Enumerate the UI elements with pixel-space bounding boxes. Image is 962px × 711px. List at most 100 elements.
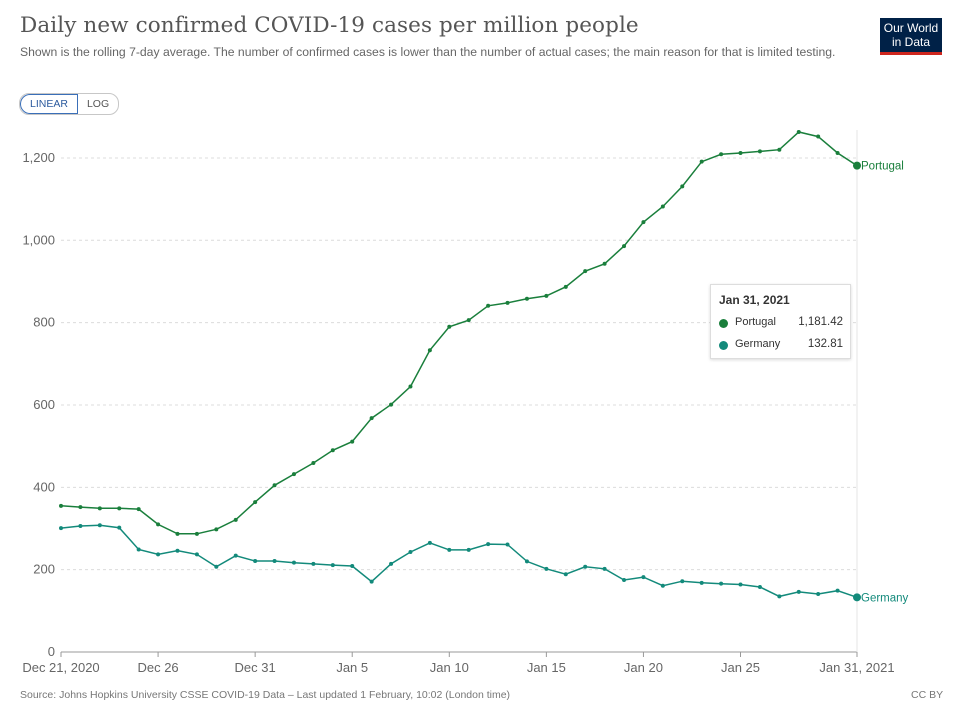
- data-point-germany: [311, 561, 316, 566]
- data-point-portugal: [524, 296, 529, 301]
- y-tick-label: 0: [48, 644, 55, 659]
- data-point-germany: [447, 547, 452, 552]
- series-label-germany: Germany: [861, 592, 909, 604]
- data-point-portugal: [544, 293, 549, 298]
- data-point-portugal: [757, 149, 762, 154]
- tooltip-row-germany: Germany 132.81: [719, 338, 843, 354]
- license-link[interactable]: CC BY: [911, 689, 944, 701]
- data-point-portugal: [505, 300, 510, 305]
- y-tick-label: 200: [33, 562, 55, 577]
- data-point-portugal: [117, 506, 122, 511]
- data-point-germany: [330, 563, 335, 568]
- series-line-portugal: [60, 131, 858, 535]
- x-tick-label: Jan 20: [624, 660, 663, 675]
- data-point-germany: [59, 526, 63, 531]
- data-point-germany: [796, 589, 801, 594]
- data-point-germany: [680, 579, 685, 584]
- data-point-portugal: [583, 269, 588, 274]
- data-point-germany: [175, 548, 180, 553]
- data-point-portugal: [447, 324, 452, 329]
- data-point-portugal: [835, 151, 840, 156]
- data-point-portugal: [796, 130, 801, 135]
- tooltip-name-portugal: Portugal: [735, 316, 776, 328]
- tooltip-value-germany: 132.81: [807, 338, 843, 350]
- data-point-germany: [544, 566, 549, 571]
- data-point-portugal: [427, 348, 432, 353]
- data-point-germany: [486, 542, 491, 547]
- data-point-germany: [622, 577, 627, 582]
- data-point-germany: [660, 583, 665, 588]
- data-point-germany: [350, 563, 355, 568]
- data-point-portugal: [59, 503, 63, 508]
- data-point-germany: [777, 594, 782, 599]
- data-point-portugal: [214, 527, 219, 532]
- data-point-portugal: [660, 204, 665, 209]
- data-point-portugal: [602, 261, 607, 266]
- x-tick-label: Jan 10: [430, 660, 469, 675]
- tooltip-value-portugal: 1,181.42: [798, 316, 843, 328]
- data-point-germany: [505, 542, 510, 547]
- data-point-germany: [389, 561, 394, 566]
- x-tick-label: Jan 25: [721, 660, 760, 675]
- y-tick-label: 1,000: [22, 232, 55, 247]
- data-point-germany: [369, 579, 374, 584]
- x-tick-label: Jan 31, 2021: [819, 660, 894, 675]
- x-tick-label: Dec 26: [137, 660, 178, 675]
- x-tick-label: Jan 15: [527, 660, 566, 675]
- data-point-portugal: [466, 318, 471, 323]
- data-point-portugal: [156, 522, 161, 527]
- data-point-germany: [117, 525, 122, 530]
- data-point-portugal: [680, 184, 685, 189]
- data-point-portugal: [350, 439, 355, 444]
- x-tick-label: Dec 21, 2020: [22, 660, 99, 675]
- data-point-portugal: [311, 461, 316, 466]
- hover-tooltip: Jan 31, 2021 Portugal 1,181.42 Germany 1…: [710, 284, 851, 359]
- chart-subtitle: Shown is the rolling 7-day average. The …: [20, 45, 836, 59]
- data-point-portugal: [563, 284, 568, 289]
- data-point-germany: [78, 524, 83, 529]
- data-point-portugal: [330, 448, 335, 453]
- data-point-germany: [97, 523, 102, 528]
- data-point-germany: [853, 593, 861, 602]
- owid-logo[interactable]: Our World in Data: [880, 18, 942, 55]
- data-point-germany: [583, 564, 588, 569]
- data-point-portugal: [78, 505, 83, 510]
- data-point-portugal: [369, 416, 374, 421]
- tooltip-dot-portugal: [719, 319, 728, 328]
- tooltip-name-germany: Germany: [735, 338, 781, 350]
- data-point-portugal: [272, 483, 277, 488]
- data-point-portugal: [253, 500, 258, 505]
- log-scale-button[interactable]: LOG: [86, 98, 110, 110]
- tooltip-date: Jan 31, 2021: [719, 293, 790, 307]
- data-point-portugal: [622, 244, 627, 249]
- data-point-portugal: [194, 531, 199, 536]
- linear-scale-button[interactable]: LINEAR: [20, 94, 78, 114]
- y-tick-label: 1,200: [22, 150, 55, 165]
- x-tick-label: Dec 31: [235, 660, 276, 675]
- data-point-portugal: [641, 220, 646, 225]
- data-point-germany: [233, 553, 238, 558]
- data-point-portugal: [136, 507, 141, 512]
- data-point-portugal: [853, 161, 861, 170]
- data-point-portugal: [175, 531, 180, 536]
- y-tick-label: 600: [33, 397, 55, 412]
- data-point-portugal: [291, 472, 296, 477]
- y-tick-label: 800: [33, 315, 55, 330]
- tooltip-dot-germany: [719, 341, 728, 350]
- data-point-germany: [719, 581, 724, 586]
- data-point-portugal: [738, 151, 743, 156]
- data-point-germany: [214, 564, 219, 569]
- data-point-germany: [699, 580, 704, 585]
- data-point-portugal: [777, 147, 782, 152]
- data-point-germany: [427, 540, 432, 545]
- data-point-portugal: [699, 159, 704, 164]
- data-point-portugal: [816, 134, 821, 139]
- data-point-portugal: [408, 384, 413, 389]
- data-point-germany: [835, 588, 840, 593]
- data-point-germany: [524, 559, 529, 564]
- data-point-germany: [757, 584, 762, 589]
- data-point-germany: [602, 566, 607, 571]
- data-point-portugal: [486, 303, 491, 308]
- data-point-portugal: [719, 152, 724, 157]
